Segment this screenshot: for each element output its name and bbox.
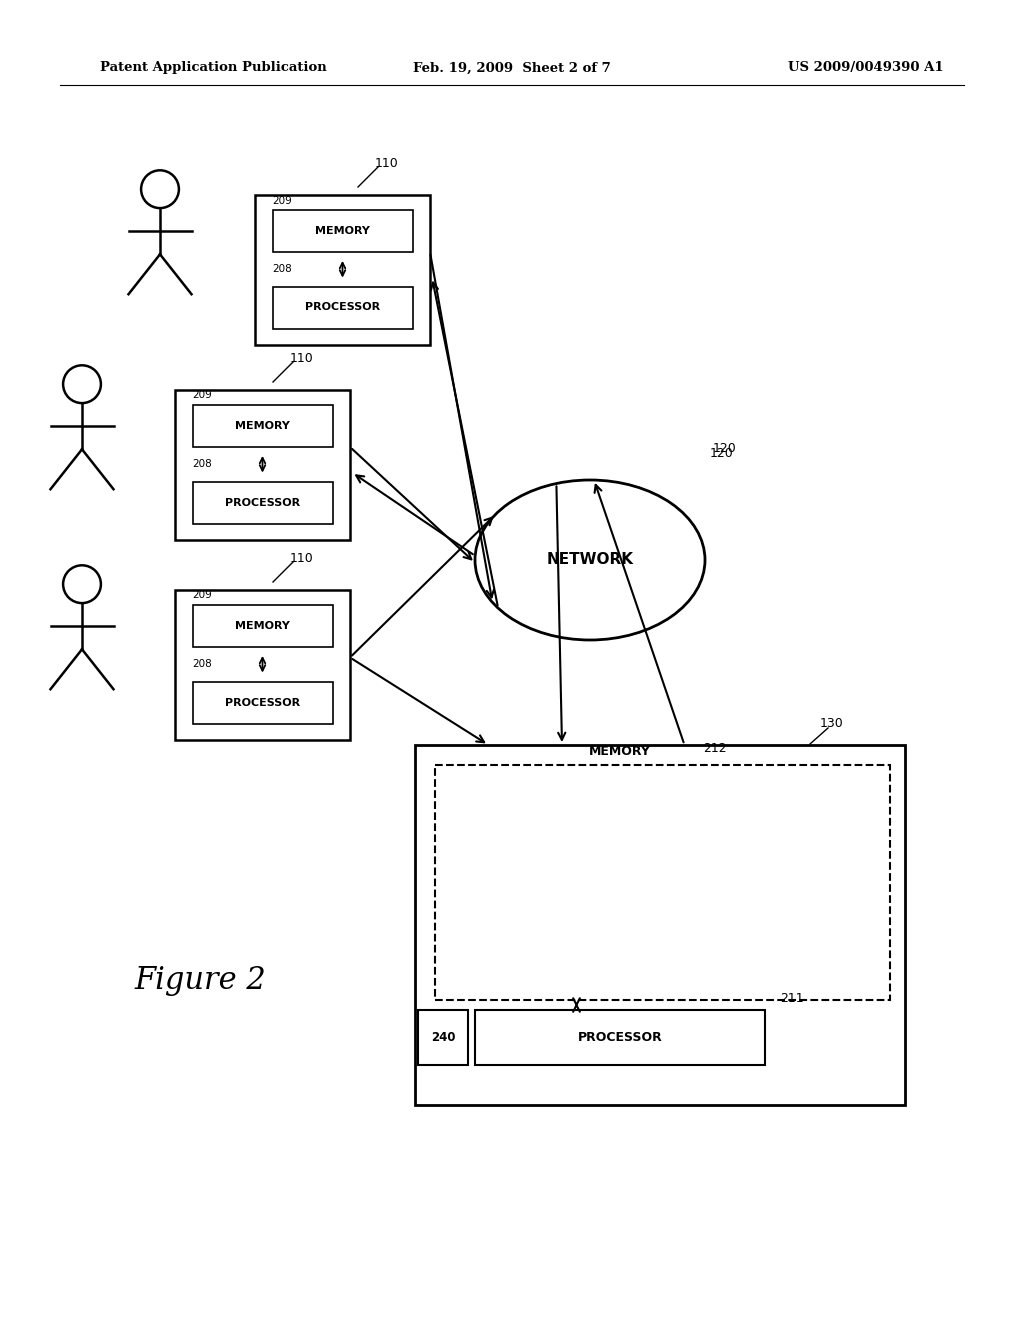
Bar [435,766,890,1001]
Text: 208: 208 [193,659,212,669]
Text: Figure 2: Figure 2 [134,965,266,995]
Text: NETWORK: NETWORK [547,553,634,568]
Bar [175,389,350,540]
Text: PROCESSOR: PROCESSOR [225,498,300,507]
Bar [255,195,430,345]
Bar [193,605,333,647]
Bar [193,405,333,447]
Text: 209: 209 [272,195,292,206]
Text: 208: 208 [272,264,292,275]
Text: 130: 130 [820,717,844,730]
Text: MEMORY: MEMORY [589,744,651,758]
Bar [193,681,333,723]
Text: MEMORY: MEMORY [236,620,290,631]
Text: Patent Application Publication: Patent Application Publication [100,62,327,74]
Text: 110: 110 [290,352,313,366]
Bar [272,286,413,329]
Text: US 2009/0049390 A1: US 2009/0049390 A1 [788,62,944,74]
Text: 110: 110 [290,552,313,565]
Text: PROCESSOR: PROCESSOR [578,1031,663,1044]
Text: Feb. 19, 2009  Sheet 2 of 7: Feb. 19, 2009 Sheet 2 of 7 [413,62,611,74]
Bar [475,1010,765,1065]
Bar [175,590,350,741]
Text: MEMORY: MEMORY [315,226,370,236]
Text: 208: 208 [193,459,212,469]
Text: 212: 212 [703,742,727,755]
Text: 120: 120 [713,442,736,455]
Text: 209: 209 [193,391,212,400]
Text: 209: 209 [193,590,212,601]
Text: 211: 211 [780,993,804,1005]
Text: PROCESSOR: PROCESSOR [305,302,380,313]
Bar [272,210,413,252]
Bar [418,1010,468,1065]
Ellipse shape [475,480,705,640]
Text: PROCESSOR: PROCESSOR [225,697,300,708]
Text: 110: 110 [375,157,398,170]
Text: 120: 120 [710,447,734,459]
Text: 240: 240 [431,1031,456,1044]
Bar [415,744,905,1105]
Bar [193,482,333,524]
Text: MEMORY: MEMORY [236,421,290,432]
